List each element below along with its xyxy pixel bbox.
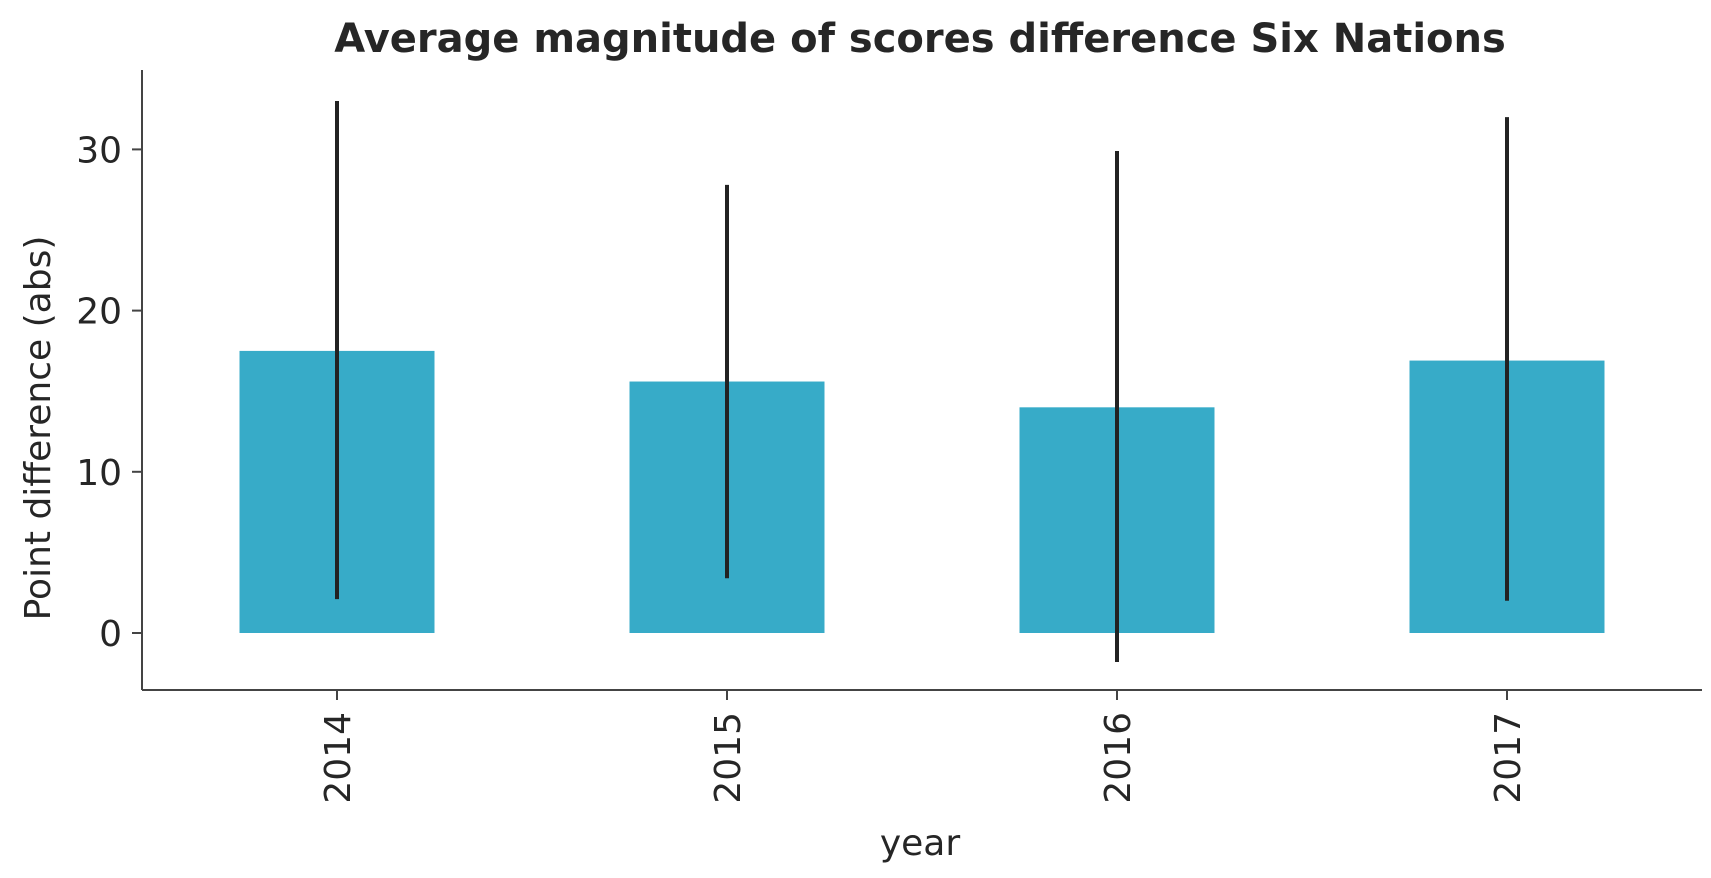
x-tick-label-2017: 2017 (1488, 712, 1529, 804)
error-bars-layer (335, 101, 1509, 663)
x-tick-label-2014: 2014 (318, 712, 359, 804)
x-tick-label-2015: 2015 (708, 712, 749, 804)
y-tick-label-30: 30 (76, 130, 122, 171)
chart-title: Average magnitude of scores difference S… (334, 16, 1506, 62)
y-tick-label-10: 10 (76, 453, 122, 494)
y-axis-label: Point difference (abs) (18, 236, 59, 621)
x-axis-label: year (880, 823, 961, 864)
x-ticks: 2014 2015 2016 2017 (318, 690, 1529, 804)
x-tick-label-2016: 2016 (1098, 712, 1139, 804)
y-tick-label-20: 20 (76, 292, 122, 333)
y-tick-label-0: 0 (99, 614, 122, 655)
y-ticks: 0 10 20 30 (76, 130, 142, 655)
bars-layer (239, 350, 1605, 633)
